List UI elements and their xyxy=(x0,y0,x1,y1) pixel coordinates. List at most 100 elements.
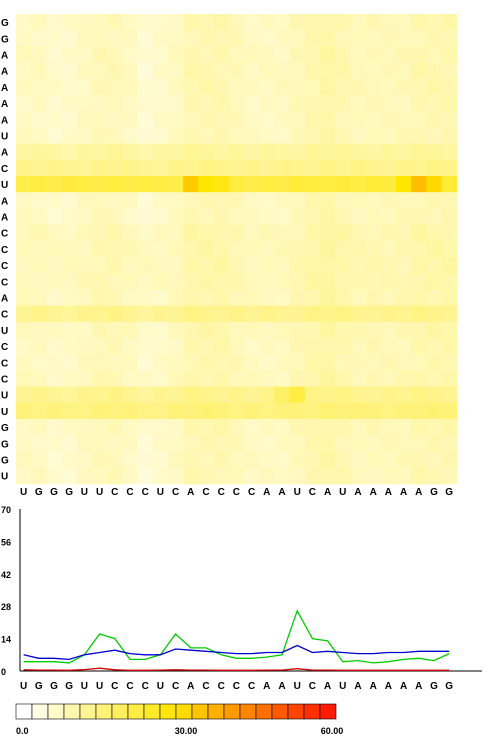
heatmap-cell xyxy=(380,14,397,31)
heatmap-cell xyxy=(426,402,443,420)
heatmap-cell xyxy=(335,273,351,290)
heatmap-cell xyxy=(107,46,123,64)
heatmap-cell xyxy=(137,467,154,485)
heatmap-cell xyxy=(244,111,260,128)
heatmap-cell xyxy=(411,257,427,274)
heatmap-cell xyxy=(198,30,215,47)
heatmap-cell xyxy=(152,224,169,242)
heatmap-cell xyxy=(107,240,123,258)
heatmap-cell xyxy=(183,127,199,145)
heatmap-cell xyxy=(31,240,47,258)
heatmap-cell xyxy=(396,338,412,355)
heatmap-cell xyxy=(244,467,260,485)
heatmap-cell xyxy=(16,467,32,485)
heatmap-cell xyxy=(16,257,32,274)
heatmap-cell xyxy=(76,240,93,258)
heatmap-cell xyxy=(396,435,412,452)
heatmap-cell xyxy=(304,305,321,323)
heatmap-cell xyxy=(76,159,93,177)
heatmap-cell xyxy=(61,14,78,31)
heatmap-cell xyxy=(183,289,199,307)
heatmap-cell xyxy=(198,208,215,226)
heatmap-cell xyxy=(304,159,321,177)
heatmap-cell xyxy=(122,78,139,96)
heatmap-cell xyxy=(228,78,245,96)
heatmap-cell xyxy=(411,273,427,290)
heatmap-cell xyxy=(122,338,139,355)
heatmap-cell xyxy=(274,321,291,339)
heatmap-cell xyxy=(168,46,184,64)
y-tick-label: 70 xyxy=(1,505,11,515)
heatmap-cell xyxy=(259,451,275,469)
heatmap-cell xyxy=(244,78,260,96)
heatmap-cell xyxy=(16,14,32,31)
heatmap-cell xyxy=(335,192,351,209)
row-label: C xyxy=(1,245,8,256)
row-label: A xyxy=(1,67,8,78)
row-label: C xyxy=(1,375,8,386)
heatmap-cell xyxy=(365,467,382,485)
heatmap-cell xyxy=(228,435,245,452)
heatmap-cell xyxy=(335,208,351,226)
heatmap-cell xyxy=(441,370,458,388)
heatmap-cell xyxy=(16,176,32,193)
heatmap-cell xyxy=(304,14,321,31)
heatmap-cell xyxy=(46,30,63,47)
row-label: C xyxy=(1,310,8,321)
heatmap-cell xyxy=(411,127,427,145)
heatmap-cell xyxy=(137,257,154,274)
heatmap-cell xyxy=(92,240,108,258)
heatmap-cell xyxy=(350,240,367,258)
heatmap-cell xyxy=(183,78,199,96)
heatmap-cell xyxy=(61,46,78,64)
heatmap-cell xyxy=(137,386,154,404)
heatmap-cell xyxy=(168,289,184,307)
heatmap-cell xyxy=(152,402,169,420)
heatmap-cell xyxy=(152,78,169,96)
heatmap-cell xyxy=(350,354,367,371)
heatmap-cell xyxy=(289,370,306,388)
heatmap-cell xyxy=(320,78,336,96)
heatmap-cell xyxy=(304,95,321,112)
heatmap-cell xyxy=(213,224,230,242)
row-label: A xyxy=(1,99,8,110)
heatmap-cell xyxy=(426,338,443,355)
heatmap-cell xyxy=(76,338,93,355)
heatmap-cell xyxy=(137,111,154,128)
x-tick-label: A xyxy=(263,681,270,692)
heatmap-cell xyxy=(320,127,336,145)
heatmap-cell xyxy=(61,159,78,177)
heatmap-cell xyxy=(107,176,123,193)
column-label: U xyxy=(157,487,164,498)
heatmap-cell xyxy=(411,208,427,226)
heatmap-cell xyxy=(259,305,275,323)
x-tick-label: A xyxy=(370,681,377,692)
heatmap-cell xyxy=(122,289,139,307)
heatmap-cell xyxy=(320,467,336,485)
heatmap-cell xyxy=(152,30,169,47)
heatmap-cell xyxy=(289,240,306,258)
heatmap-cell xyxy=(107,62,123,80)
heatmap-cell xyxy=(92,224,108,242)
heatmap-cell xyxy=(137,338,154,355)
heatmap-cell xyxy=(365,224,382,242)
heatmap-cell xyxy=(46,111,63,128)
heatmap-cell xyxy=(92,402,108,420)
heatmap-cell xyxy=(259,224,275,242)
heatmap-cell xyxy=(365,62,382,80)
heatmap-cell xyxy=(137,14,154,31)
heatmap-cell xyxy=(152,208,169,226)
heatmap-cell xyxy=(61,419,78,436)
heatmap-cell xyxy=(137,289,154,307)
heatmap-cell xyxy=(228,354,245,371)
heatmap-cell xyxy=(259,240,275,258)
heatmap-cell xyxy=(152,14,169,31)
x-tick-label: U xyxy=(157,681,164,692)
heatmap-cell xyxy=(107,192,123,209)
heatmap-cell xyxy=(198,111,215,128)
heatmap-cell xyxy=(92,30,108,47)
heatmap-cell xyxy=(61,467,78,485)
heatmap-cell xyxy=(350,208,367,226)
heatmap-cell xyxy=(61,192,78,209)
heatmap-cell xyxy=(107,143,123,161)
